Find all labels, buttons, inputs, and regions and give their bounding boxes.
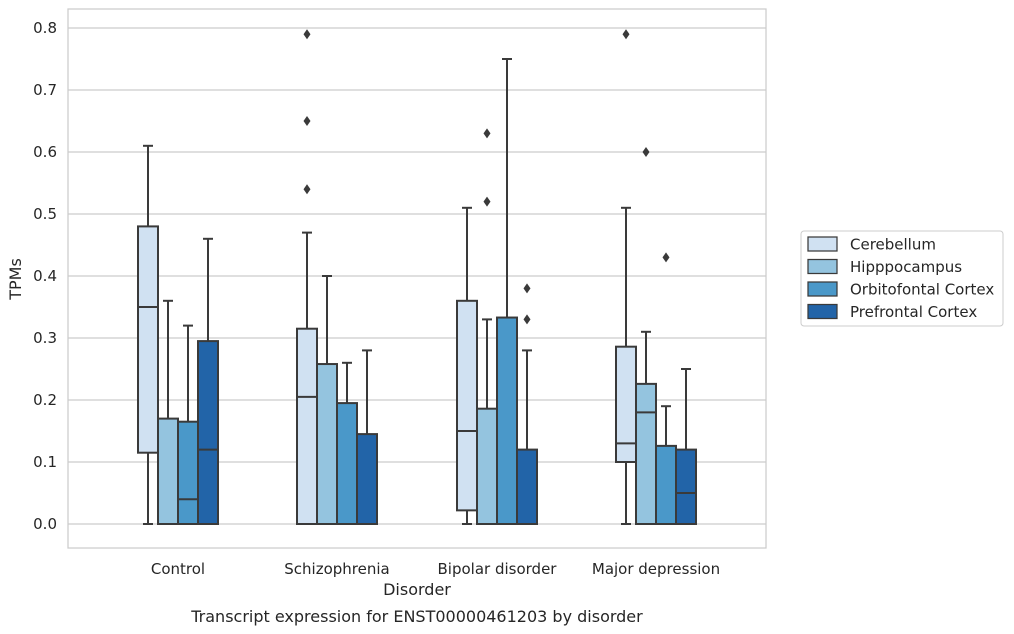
outlier-point	[523, 314, 531, 325]
outlier-point	[523, 283, 531, 294]
legend-swatch	[807, 281, 838, 297]
box-body	[615, 345, 637, 463]
x-tick-label: Bipolar disorder	[438, 560, 558, 578]
y-axis-ticks: 0.0 0.1 0.2 0.3 0.4 0.5 0.6 0.7 0.8	[33, 19, 57, 533]
box-body	[635, 382, 657, 525]
y-axis-label: TPMs	[6, 258, 25, 301]
box-body	[316, 363, 338, 526]
box-orbitofontal-cortex	[177, 324, 199, 526]
box-body	[675, 448, 697, 526]
box-body	[197, 340, 219, 525]
box-body	[336, 402, 358, 526]
box-cerebellum	[296, 29, 318, 526]
box-body	[356, 433, 378, 526]
box-body	[296, 327, 318, 526]
y-tick-label: 0.0	[33, 515, 57, 533]
legend: Cerebellum Hipppocampus Orbitofontal Corte…	[800, 230, 1004, 327]
box-orbitofontal-cortex	[496, 58, 518, 526]
outlier-point	[622, 29, 630, 40]
outlier-point	[303, 184, 311, 195]
box-prefrontal-cortex	[675, 368, 697, 526]
x-tick-label: Major depression	[592, 560, 720, 578]
legend-label: Cerebellum	[850, 236, 936, 254]
boxes-layer	[137, 29, 697, 526]
outlier-point	[483, 196, 491, 207]
outlier-point	[642, 147, 650, 157]
x-axis-ticks: Control Schizophrenia Bipolar disorder Majo…	[151, 560, 720, 578]
y-tick-label: 0.3	[33, 329, 57, 347]
box-body	[655, 444, 677, 526]
legend-label: Orbitofontal Cortex	[850, 281, 994, 299]
y-tick-label: 0.2	[33, 391, 57, 409]
legend-swatch	[807, 303, 838, 320]
outlier-point	[483, 128, 491, 139]
y-tick-label: 0.1	[33, 453, 57, 471]
y-tick-label: 0.6	[33, 143, 57, 161]
outlier-point	[662, 252, 670, 263]
box-prefrontal-cortex	[356, 349, 378, 526]
box-orbitofontal-cortex	[655, 252, 677, 526]
figure-caption: Transcript expression for ENST0000046120…	[190, 607, 643, 626]
box-body	[516, 448, 538, 526]
legend-frame	[800, 230, 1004, 327]
outlier-point	[303, 116, 311, 126]
box-prefrontal-cortex	[197, 237, 219, 525]
legend-label: Prefrontal Cortex	[850, 303, 977, 321]
y-tick-label: 0.5	[33, 205, 57, 223]
box-body	[476, 407, 498, 525]
x-axis-label: Disorder	[383, 580, 451, 599]
outlier-point	[303, 29, 311, 40]
box-cerebellum	[456, 206, 478, 525]
legend-label: Hipppocampus	[850, 258, 962, 276]
box-prefrontal-cortex	[516, 283, 538, 526]
x-tick-label: Schizophrenia	[284, 560, 389, 578]
box-body	[137, 225, 159, 454]
y-tick-label: 0.4	[33, 267, 57, 285]
y-tick-label: 0.8	[33, 19, 57, 37]
box-body	[157, 417, 179, 526]
box-cerebellum	[137, 144, 159, 525]
box-body	[456, 299, 478, 512]
box-body	[177, 420, 199, 526]
legend-swatch	[807, 236, 838, 252]
x-tick-label: Control	[151, 560, 205, 578]
legend-swatch	[807, 258, 838, 275]
y-tick-label: 0.7	[33, 81, 57, 99]
box-body	[496, 316, 518, 526]
